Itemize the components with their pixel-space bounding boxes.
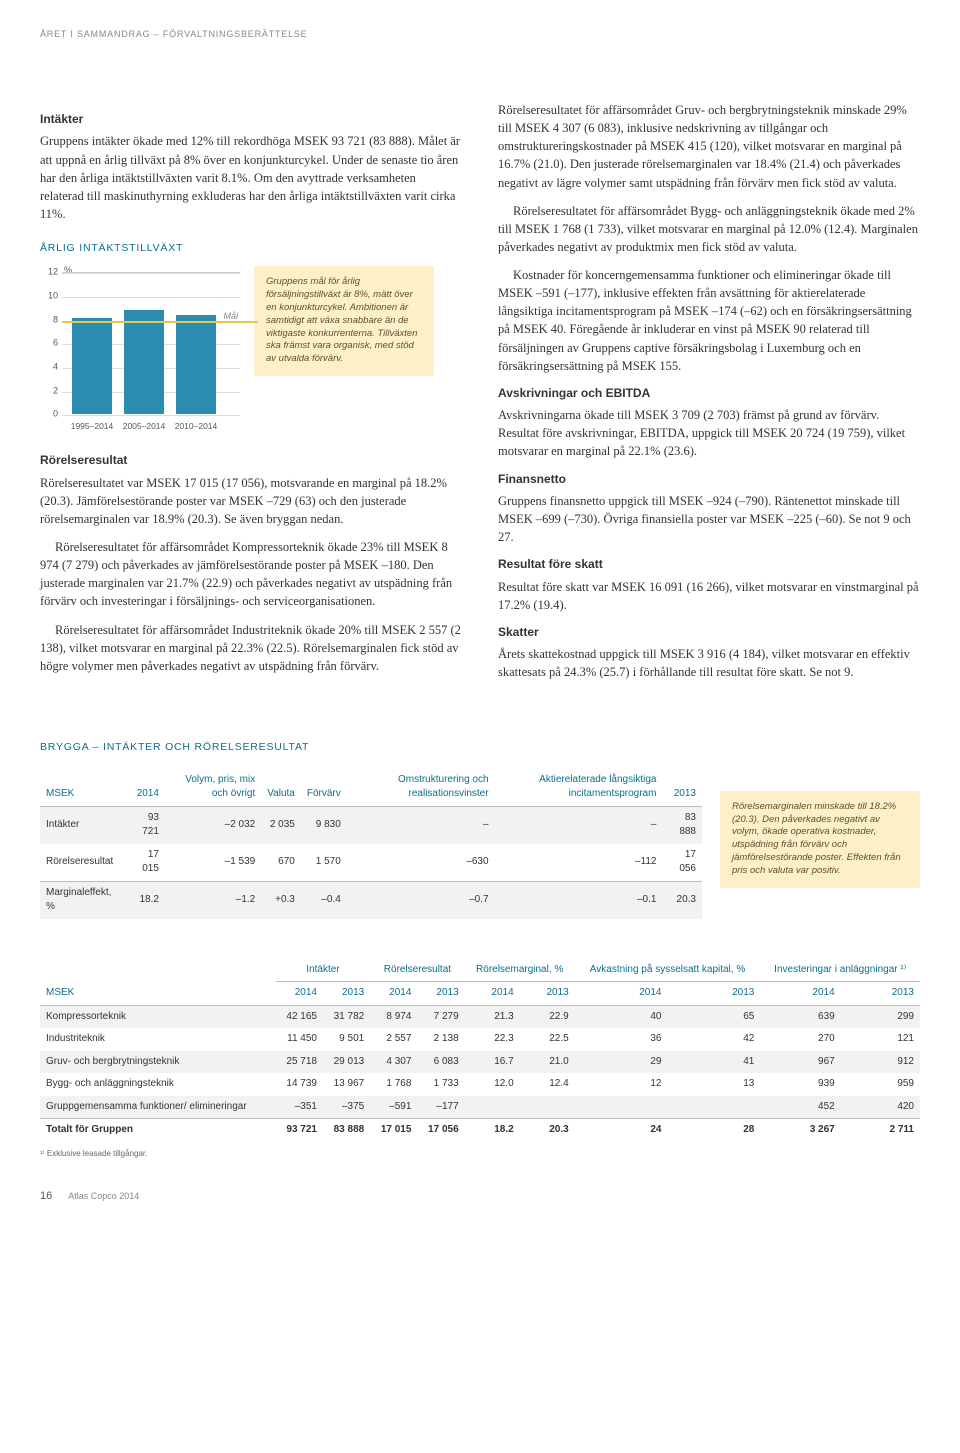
fn-p: Gruppens finansnetto uppgick till MSEK –… <box>498 492 920 546</box>
brygga-note: Rörelsemarginalen minskade till 18.2% (2… <box>720 791 920 888</box>
av-heading: Avskrivningar och EBITDA <box>498 385 920 402</box>
rr-p3: Rörelseresultatet för affärsområdet Indu… <box>40 621 462 675</box>
rr-p2: Rörelseresultatet för affärsområdet Komp… <box>40 538 462 611</box>
brygga-title: BRYGGA – INTÄKTER OCH RÖRELSERESULTAT <box>40 740 920 755</box>
intakter-text: Gruppens intäkter ökade med 12% till rek… <box>40 132 462 223</box>
bar-chart: % 0246810121995–20142005–20142010–2014Må… <box>40 266 240 436</box>
chart-title: ÅRLIG INTÄKTSTILLVÄXT <box>40 241 462 256</box>
brygga-table: MSEK2014Volym, pris, mix och övrigtValut… <box>40 769 702 919</box>
sk-heading: Skatter <box>498 624 920 641</box>
brygga-wrap: MSEK2014Volym, pris, mix och övrigtValut… <box>40 769 920 919</box>
growth-chart-block: ÅRLIG INTÄKTSTILLVÄXT % 0246810121995–20… <box>40 241 462 436</box>
right-column: Rörelseresultatet för affärsområdet Gruv… <box>498 101 920 692</box>
page-section-header: ÅRET I SAMMANDRAG – FÖRVALTNINGSBERÄTTEL… <box>40 28 920 41</box>
av-p: Avskrivningarna ökade till MSEK 3 709 (2… <box>498 406 920 460</box>
rr-p1: Rörelseresultatet var MSEK 17 015 (17 05… <box>40 474 462 528</box>
chart-bar <box>72 318 112 414</box>
segment-table: IntäkterRörelseresultatRörelsemarginal, … <box>40 959 920 1142</box>
body-columns: Intäkter Gruppens intäkter ökade med 12%… <box>40 101 920 692</box>
rr-heading: Rörelseresultat <box>40 452 462 469</box>
rs-p: Resultat före skatt var MSEK 16 091 (16 … <box>498 578 920 614</box>
right-p3: Kostnader för koncerngemensamma funktion… <box>498 266 920 375</box>
right-p1: Rörelseresultatet för affärsområdet Gruv… <box>498 101 920 192</box>
right-p2: Rörelseresultatet för affärsområdet Bygg… <box>498 202 920 256</box>
chart-bar <box>124 310 164 414</box>
chart-callout: Gruppens mål för årlig försäljningstillv… <box>254 266 434 376</box>
page-footer: 16 Atlas Copco 2014 <box>40 1189 920 1205</box>
sk-p: Årets skattekostnad uppgick till MSEK 3 … <box>498 645 920 681</box>
intakter-heading: Intäkter <box>40 111 462 128</box>
chart-bar <box>176 315 216 414</box>
segment-footnote: ¹⁾ Exklusive leasade tillgångar. <box>40 1148 920 1160</box>
footer-label: Atlas Copco 2014 <box>68 1191 139 1201</box>
fn-heading: Finansnetto <box>498 471 920 488</box>
left-column: Intäkter Gruppens intäkter ökade med 12%… <box>40 101 462 692</box>
rs-heading: Resultat före skatt <box>498 556 920 573</box>
page-number: 16 <box>40 1190 52 1202</box>
